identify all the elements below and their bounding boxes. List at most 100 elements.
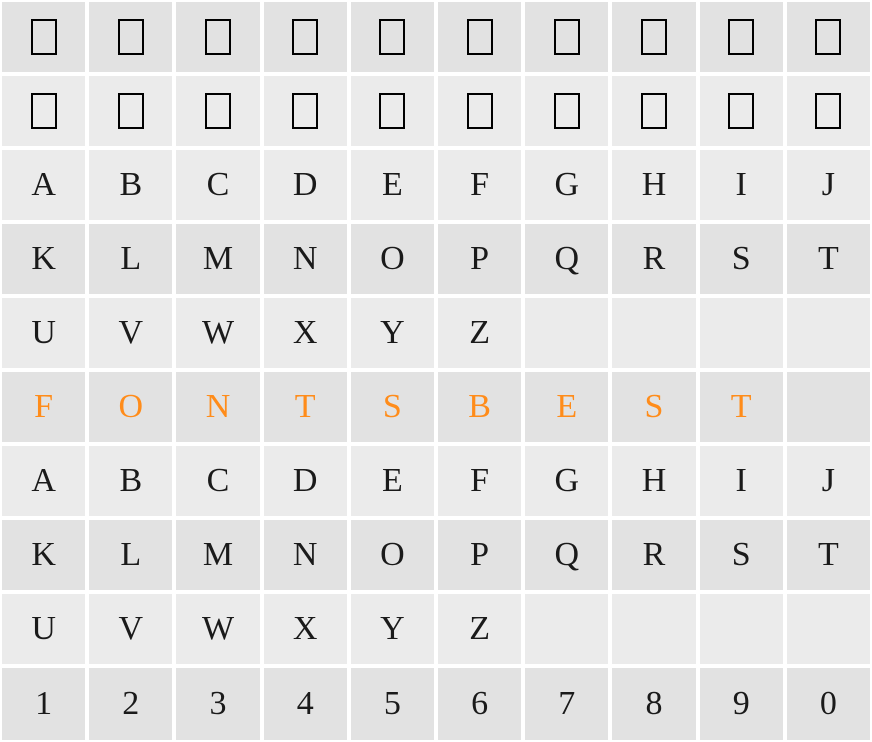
empty-glyph-box — [205, 19, 231, 55]
glyph-cell — [523, 592, 610, 666]
glyph-cell: E — [349, 148, 436, 222]
glyph-cell — [785, 296, 872, 370]
glyph-cell: M — [174, 222, 261, 296]
glyph-cell — [523, 74, 610, 148]
empty-glyph-box — [118, 93, 144, 129]
glyph-cell — [698, 592, 785, 666]
glyph-cell — [610, 0, 697, 74]
glyph-cell: C — [174, 444, 261, 518]
glyph-cell: 7 — [523, 666, 610, 742]
empty-glyph-box — [554, 93, 580, 129]
empty-glyph-box — [641, 19, 667, 55]
glyph-cell: K — [0, 222, 87, 296]
empty-glyph-box — [31, 93, 57, 129]
glyph-cell — [0, 74, 87, 148]
glyph-cell: T — [698, 370, 785, 444]
empty-glyph-box — [379, 19, 405, 55]
glyph-cell — [436, 74, 523, 148]
glyph-cell: U — [0, 592, 87, 666]
glyph-cell: L — [87, 222, 174, 296]
glyph-cell: J — [785, 444, 872, 518]
empty-glyph-box — [292, 19, 318, 55]
glyph-cell: Z — [436, 296, 523, 370]
glyph-cell: B — [436, 370, 523, 444]
empty-glyph-box — [641, 93, 667, 129]
empty-glyph-box — [728, 93, 754, 129]
glyph-cell — [698, 0, 785, 74]
glyph-cell — [698, 296, 785, 370]
glyph-cell: T — [785, 222, 872, 296]
glyph-cell: M — [174, 518, 261, 592]
glyph-cell: P — [436, 222, 523, 296]
glyph-cell — [523, 0, 610, 74]
glyph-cell — [610, 592, 697, 666]
glyph-cell — [436, 0, 523, 74]
glyph-grid: ABCDEFGHIJKLMNOPQRSTUVWXYZFONTSBESTABCDE… — [0, 0, 872, 742]
glyph-cell: A — [0, 444, 87, 518]
glyph-cell: E — [523, 370, 610, 444]
glyph-cell: S — [698, 222, 785, 296]
glyph-cell: N — [174, 370, 261, 444]
glyph-cell: 4 — [262, 666, 349, 742]
glyph-cell: O — [349, 518, 436, 592]
glyph-cell: T — [785, 518, 872, 592]
glyph-cell: 9 — [698, 666, 785, 742]
glyph-cell — [87, 0, 174, 74]
empty-glyph-box — [31, 19, 57, 55]
glyph-cell: G — [523, 148, 610, 222]
glyph-cell: N — [262, 518, 349, 592]
glyph-cell: S — [610, 370, 697, 444]
glyph-cell: F — [436, 148, 523, 222]
glyph-cell — [262, 0, 349, 74]
glyph-cell: Q — [523, 222, 610, 296]
empty-glyph-box — [554, 19, 580, 55]
empty-glyph-box — [467, 93, 493, 129]
glyph-cell — [349, 0, 436, 74]
glyph-cell: E — [349, 444, 436, 518]
glyph-cell: B — [87, 148, 174, 222]
glyph-cell: W — [174, 296, 261, 370]
glyph-cell — [610, 74, 697, 148]
glyph-cell: D — [262, 444, 349, 518]
glyph-cell: U — [0, 296, 87, 370]
glyph-cell — [523, 296, 610, 370]
glyph-cell — [349, 74, 436, 148]
empty-glyph-box — [205, 93, 231, 129]
glyph-cell: O — [87, 370, 174, 444]
glyph-cell — [785, 74, 872, 148]
glyph-cell: J — [785, 148, 872, 222]
glyph-cell: N — [262, 222, 349, 296]
glyph-cell — [785, 592, 872, 666]
glyph-cell — [785, 0, 872, 74]
glyph-cell: D — [262, 148, 349, 222]
glyph-cell: R — [610, 518, 697, 592]
glyph-cell: R — [610, 222, 697, 296]
empty-glyph-box — [815, 19, 841, 55]
glyph-cell — [0, 0, 87, 74]
glyph-cell — [610, 296, 697, 370]
empty-glyph-box — [379, 93, 405, 129]
glyph-cell: X — [262, 296, 349, 370]
glyph-cell: F — [436, 444, 523, 518]
glyph-cell: X — [262, 592, 349, 666]
glyph-cell: Y — [349, 592, 436, 666]
glyph-cell: T — [262, 370, 349, 444]
empty-glyph-box — [467, 19, 493, 55]
glyph-cell: Z — [436, 592, 523, 666]
glyph-cell: W — [174, 592, 261, 666]
glyph-cell — [785, 370, 872, 444]
glyph-cell — [174, 0, 261, 74]
glyph-cell: V — [87, 296, 174, 370]
glyph-cell: S — [349, 370, 436, 444]
glyph-cell: 8 — [610, 666, 697, 742]
glyph-cell: B — [87, 444, 174, 518]
glyph-cell: O — [349, 222, 436, 296]
glyph-cell — [174, 74, 261, 148]
glyph-cell: G — [523, 444, 610, 518]
empty-glyph-box — [292, 93, 318, 129]
glyph-cell: K — [0, 518, 87, 592]
glyph-cell: Y — [349, 296, 436, 370]
glyph-cell: F — [0, 370, 87, 444]
glyph-cell: V — [87, 592, 174, 666]
glyph-cell: P — [436, 518, 523, 592]
